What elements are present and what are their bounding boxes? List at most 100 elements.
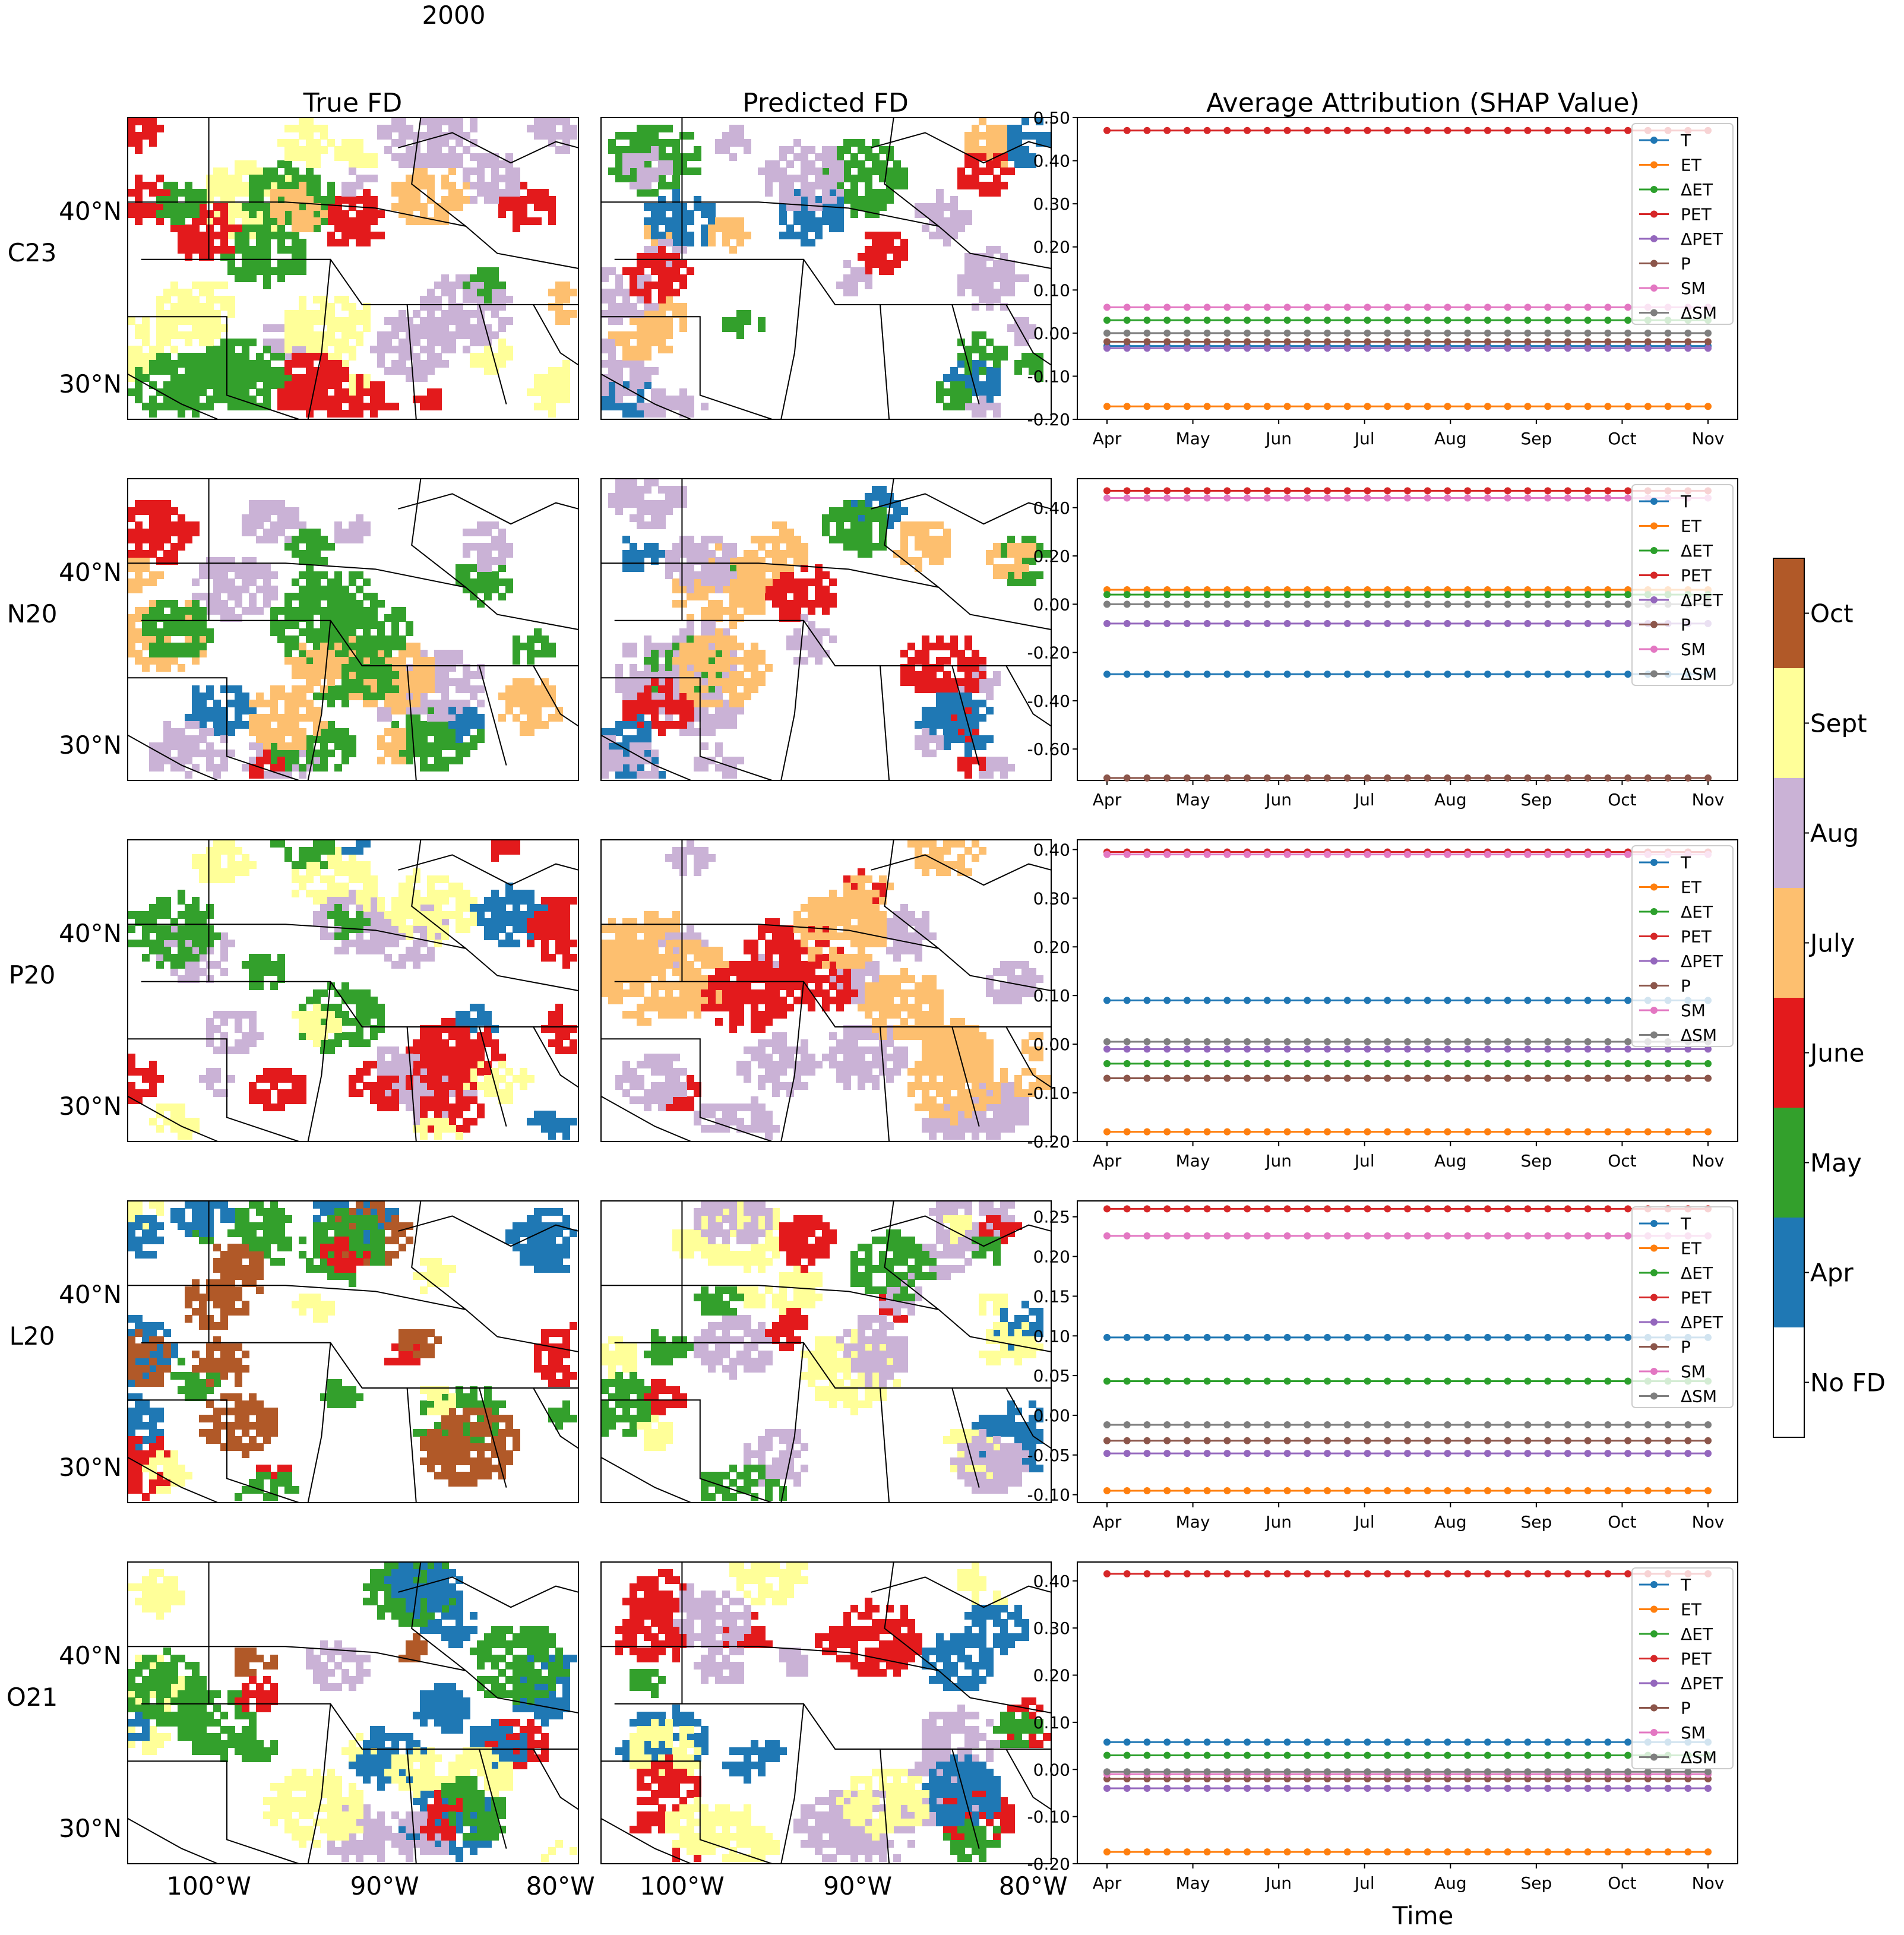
data-point (1424, 1377, 1431, 1384)
data-point (1124, 1038, 1131, 1045)
data-point (1704, 1128, 1712, 1136)
data-point (1304, 1437, 1311, 1444)
data-point (1524, 1377, 1531, 1384)
lat-tick-40n: 40°N (59, 919, 122, 948)
data-point (1384, 1334, 1391, 1341)
colorbar-label: Aug (1810, 819, 1859, 848)
data-point (1524, 1128, 1531, 1136)
data-point (1644, 344, 1652, 352)
data-point (1103, 591, 1111, 598)
data-point (1624, 1038, 1631, 1045)
data-point (1504, 591, 1511, 598)
data-point (1103, 1232, 1111, 1240)
y-tick-label: 0.30 (1033, 889, 1070, 908)
data-point (1284, 1205, 1291, 1212)
data-point (1184, 1785, 1191, 1792)
data-point (1464, 851, 1471, 858)
data-point (1223, 1450, 1231, 1457)
data-point (1163, 330, 1171, 337)
data-point (1404, 338, 1411, 345)
data-point (1544, 1450, 1551, 1457)
data-point (1124, 1738, 1131, 1746)
x-tick-label: Aug (1434, 1512, 1467, 1532)
x-tick-label: Apr (1093, 1151, 1122, 1171)
data-point (1264, 1785, 1271, 1792)
data-point (1704, 1848, 1712, 1855)
data-point (1484, 487, 1491, 494)
data-point (1264, 671, 1271, 678)
data-point (1143, 1074, 1150, 1082)
data-point (1624, 344, 1631, 352)
legend-entry: T (1680, 1214, 1691, 1234)
data-point (1204, 1128, 1211, 1136)
data-point (1464, 1232, 1471, 1240)
legend-entry: P (1681, 1338, 1691, 1357)
legend-entry: ET (1681, 517, 1702, 536)
y-tick-label: -0.05 (1027, 1446, 1070, 1465)
data-point (1244, 403, 1251, 410)
data-point (1163, 1751, 1171, 1759)
data-point (1163, 127, 1171, 134)
data-point (1444, 403, 1451, 410)
lat-tick-30n: 30°N (59, 1814, 122, 1843)
y-tick-label: 0.00 (1033, 1406, 1070, 1425)
data-point (1704, 774, 1712, 782)
data-point (1404, 1377, 1411, 1384)
data-point (1344, 487, 1351, 494)
data-point (1444, 127, 1451, 134)
data-point (1264, 1450, 1271, 1457)
data-point (1204, 1848, 1211, 1855)
data-point (1624, 1848, 1631, 1855)
data-point (1204, 1450, 1211, 1457)
colorbar-swatch (1773, 1218, 1804, 1327)
colorbar-swatch (1773, 1108, 1804, 1218)
data-point (1624, 330, 1631, 337)
legend-entry: ΔPET (1681, 951, 1723, 971)
row-label-O21: O21 (7, 1683, 58, 1712)
data-point (1584, 671, 1592, 678)
data-point (1163, 1785, 1171, 1792)
data-point (1304, 1334, 1311, 1341)
data-point (1504, 317, 1511, 324)
data-point (1384, 1038, 1391, 1045)
data-point (1324, 1045, 1331, 1052)
data-point (1604, 338, 1611, 345)
data-point (1484, 1487, 1491, 1494)
data-point (1364, 1751, 1371, 1759)
data-point (1544, 1785, 1551, 1792)
data-point (1143, 330, 1150, 337)
data-point (1204, 774, 1211, 782)
data-point (1604, 1377, 1611, 1384)
data-point (1344, 600, 1351, 608)
y-tick-label: 0.40 (1033, 1572, 1070, 1591)
data-point (1324, 671, 1331, 678)
data-point (1404, 671, 1411, 678)
data-point (1284, 338, 1291, 345)
data-point (1124, 591, 1131, 598)
data-point (1444, 1738, 1451, 1746)
data-point (1424, 1421, 1431, 1428)
data-point (1103, 1450, 1111, 1457)
data-point (1584, 1768, 1592, 1775)
data-point (1364, 1045, 1371, 1052)
data-point (1184, 600, 1191, 608)
data-point (1424, 774, 1431, 782)
data-point (1665, 338, 1672, 345)
data-point (1624, 303, 1631, 311)
data-point (1464, 1450, 1471, 1457)
legend-entry: ΔET (1681, 1263, 1713, 1283)
data-point (1684, 774, 1691, 782)
data-point (1444, 1421, 1451, 1428)
data-point (1324, 997, 1331, 1004)
data-point (1304, 1785, 1311, 1792)
data-point (1204, 620, 1211, 627)
legend-entry: PET (1681, 1288, 1712, 1308)
data-point (1124, 1334, 1131, 1341)
data-point (1223, 1074, 1231, 1082)
data-point (1665, 774, 1672, 782)
data-point (1604, 1074, 1611, 1082)
data-point (1524, 1768, 1531, 1775)
data-point (1223, 1437, 1231, 1444)
data-point (1665, 1768, 1672, 1775)
